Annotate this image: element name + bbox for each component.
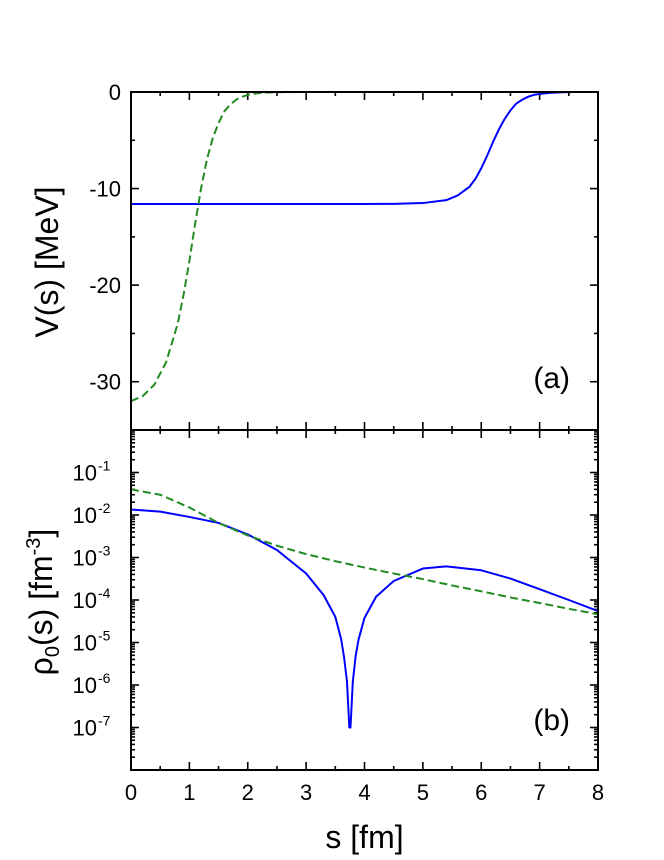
panel-b-series <box>131 488 598 729</box>
y-tick-label: 10 <box>73 503 97 528</box>
y-tick-exponent: -4 <box>98 585 111 601</box>
panel-b-y-tick-labels: 10-110-210-310-410-510-610-7 <box>73 458 111 741</box>
panel-a-ticks <box>130 91 599 431</box>
x-tick-label: 8 <box>592 780 604 805</box>
rho-symbol: ρ <box>23 657 59 675</box>
panel-b-y-axis-title: ρ0(s) [fm-3] <box>23 529 64 676</box>
y-tick-label: 10 <box>73 588 97 613</box>
x-axis-title: s [fm] <box>325 819 403 855</box>
ylabel-superscript: -3 <box>23 538 45 556</box>
x-tick-label: 7 <box>534 780 546 805</box>
y-tick-exponent: -6 <box>98 670 111 686</box>
y-tick-exponent: -1 <box>98 458 111 474</box>
y-tick-exponent: -7 <box>98 713 111 729</box>
panel-a-series <box>131 92 598 402</box>
panel-a: 0 -10 -20 -30 (a) V(s) [MeV] <box>29 80 599 431</box>
ylabel-mid: (s) [fm <box>23 555 59 646</box>
panel-b-solid-curve <box>131 508 598 729</box>
panel-a-solid-curve <box>131 92 598 206</box>
rho-subscript: 0 <box>42 646 64 657</box>
panel-b-frame <box>130 429 599 771</box>
x-tick-label: 5 <box>417 780 429 805</box>
panel-a-frame <box>130 91 599 431</box>
y-tick-label: -30 <box>89 370 121 395</box>
y-tick-exponent: -2 <box>98 500 111 516</box>
x-tick-label: 0 <box>125 780 137 805</box>
x-tick-label: 2 <box>242 780 254 805</box>
y-tick-label: 0 <box>109 80 121 105</box>
x-tick-label: 1 <box>183 780 195 805</box>
y-tick-label: -20 <box>89 273 121 298</box>
panel-a-y-axis-title: V(s) [MeV] <box>29 186 65 337</box>
x-tick-label: 4 <box>358 780 370 805</box>
y-tick-label: -10 <box>89 177 121 202</box>
panel-a-y-tick-labels: 0 -10 -20 -30 <box>89 80 121 395</box>
panel-b-label: (b) <box>533 704 570 737</box>
y-tick-label: 10 <box>73 546 97 571</box>
panel-a-dashed-curve <box>131 92 598 402</box>
y-tick-label: 10 <box>73 716 97 741</box>
y-tick-label: 10 <box>73 461 97 486</box>
ylabel-end: ] <box>23 529 59 538</box>
panel-b-dashed-curve <box>131 488 598 616</box>
x-tick-labels: 0 1 2 3 4 5 6 7 8 <box>125 780 604 805</box>
y-tick-label: 10 <box>73 673 97 698</box>
x-tick-label: 3 <box>300 780 312 805</box>
panel-a-label: (a) <box>533 362 570 395</box>
y-tick-label: 10 <box>73 631 97 656</box>
y-tick-exponent: -3 <box>98 543 111 559</box>
x-tick-label: 6 <box>475 780 487 805</box>
y-tick-exponent: -5 <box>98 628 111 644</box>
